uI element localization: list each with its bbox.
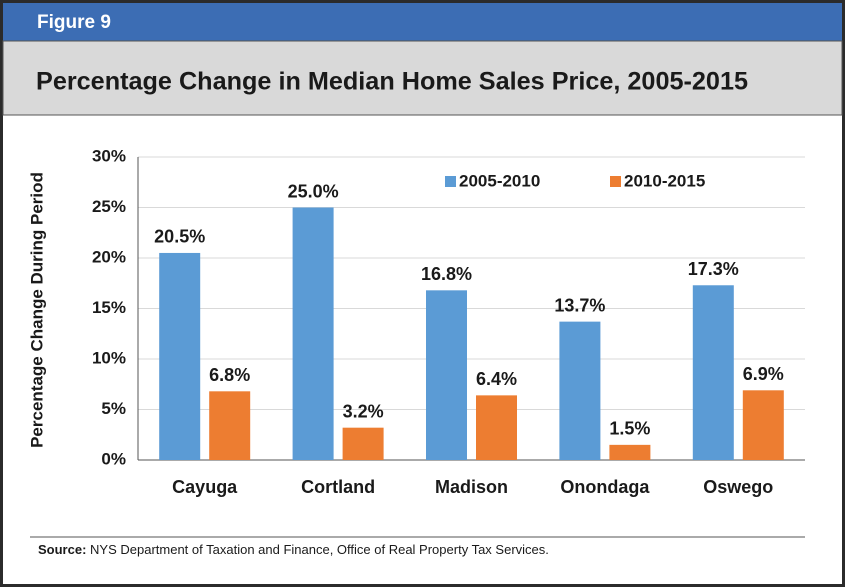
y-tick-label: 15% xyxy=(92,298,126,317)
y-tick-label: 20% xyxy=(92,247,126,266)
y-tick-label: 5% xyxy=(101,399,126,418)
x-tick-label: Oswego xyxy=(703,477,773,497)
bar xyxy=(209,391,251,460)
data-label: 13.7% xyxy=(554,295,605,315)
data-label: 6.8% xyxy=(209,365,250,385)
figure-label: Figure 9 xyxy=(37,12,111,33)
data-label: 16.8% xyxy=(421,264,472,284)
data-label: 6.9% xyxy=(743,364,784,384)
header-bar xyxy=(3,3,842,41)
data-label: 17.3% xyxy=(688,259,739,279)
bar xyxy=(426,290,467,460)
y-tick-label: 10% xyxy=(92,348,126,367)
bar xyxy=(559,321,601,460)
bar xyxy=(609,444,651,460)
y-axis-label: Percentage Change During Period xyxy=(27,172,46,448)
legend-label: 2005-2010 xyxy=(459,171,540,190)
chart-title: Percentage Change in Median Home Sales P… xyxy=(36,68,748,96)
legend-swatch xyxy=(610,176,621,187)
bar xyxy=(692,285,734,460)
y-tick-label: 25% xyxy=(92,197,126,216)
x-tick-label: Cortland xyxy=(301,477,375,497)
data-label: 1.5% xyxy=(609,419,650,439)
data-label: 3.2% xyxy=(343,401,384,421)
data-label: 20.5% xyxy=(154,227,205,247)
bar xyxy=(159,252,201,460)
bar xyxy=(742,390,784,460)
y-tick-label: 0% xyxy=(101,449,126,468)
x-tick-label: Cayuga xyxy=(172,477,238,497)
y-tick-label: 30% xyxy=(92,146,126,165)
source: Source: NYS Department of Taxation and F… xyxy=(38,542,549,557)
legend-swatch xyxy=(445,176,456,187)
source-text: NYS Department of Taxation and Finance, … xyxy=(90,542,549,557)
bar xyxy=(292,207,334,460)
x-tick-label: Madison xyxy=(435,477,508,497)
legend-label: 2010-2015 xyxy=(624,171,705,190)
x-tick-label: Onondaga xyxy=(560,477,650,497)
source-label: Source: xyxy=(38,542,86,557)
data-label: 6.4% xyxy=(476,369,517,389)
title-band xyxy=(2,40,843,116)
bar xyxy=(342,427,384,460)
bar xyxy=(476,395,517,460)
data-label: 25.0% xyxy=(288,181,339,201)
